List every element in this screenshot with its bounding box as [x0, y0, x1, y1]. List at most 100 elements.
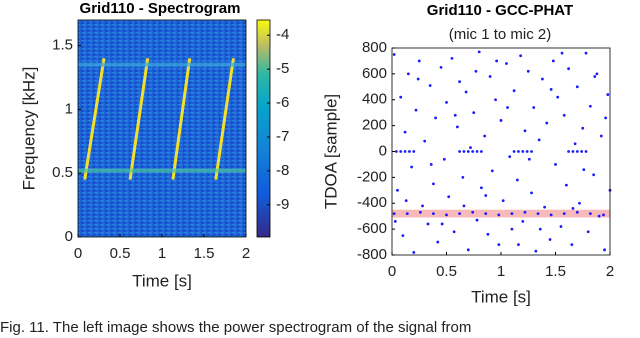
point	[512, 150, 516, 153]
ridge	[128, 58, 150, 180]
x-axis-label: Time [s]	[132, 271, 192, 290]
chart-title: Grid110 - Spectrogram	[80, 0, 241, 17]
point	[429, 163, 433, 166]
point	[562, 113, 566, 117]
y-tick-label: 800	[362, 39, 387, 56]
point	[571, 150, 575, 153]
x-tick-label: 1.5	[194, 245, 215, 262]
point	[549, 213, 553, 217]
point	[545, 121, 549, 125]
x-axis-label: Time [s]	[471, 287, 531, 306]
y-tick-label: -400	[357, 194, 387, 211]
point	[440, 222, 444, 226]
point	[412, 150, 416, 153]
point	[399, 95, 403, 99]
point	[403, 130, 407, 134]
point	[588, 212, 592, 216]
point	[523, 129, 527, 133]
point	[450, 56, 454, 60]
point	[421, 204, 424, 208]
colorbar-tick-label: -7	[276, 128, 289, 145]
point	[432, 212, 435, 216]
point	[567, 150, 570, 153]
point	[394, 150, 398, 153]
x-tick-label: 0.5	[110, 245, 131, 262]
point	[408, 150, 411, 153]
point	[602, 213, 605, 217]
point	[565, 183, 568, 187]
point	[510, 212, 514, 216]
point	[462, 150, 466, 153]
point	[406, 72, 410, 76]
point	[523, 210, 527, 214]
point	[571, 207, 575, 210]
point	[412, 251, 416, 254]
y-tick-label: 600	[362, 65, 387, 82]
colorbar	[256, 19, 271, 238]
point	[575, 85, 579, 89]
point	[404, 199, 408, 203]
point	[588, 104, 592, 108]
point	[548, 238, 552, 241]
point	[597, 214, 601, 218]
point	[508, 155, 512, 159]
point	[461, 175, 465, 179]
point	[606, 93, 610, 96]
point	[562, 212, 566, 216]
spectrogram-background	[78, 20, 246, 237]
point	[458, 150, 461, 153]
y-tick-label: 0.5	[52, 164, 73, 181]
point	[604, 116, 608, 120]
point	[573, 142, 577, 146]
point	[436, 240, 440, 244]
point	[417, 59, 421, 63]
point	[512, 89, 516, 93]
point	[592, 173, 596, 177]
y-tick-label: 1	[65, 100, 73, 117]
point	[434, 116, 437, 120]
x-tick-label: 1.5	[545, 263, 566, 280]
highlight-band	[392, 209, 610, 218]
point	[581, 126, 585, 130]
point	[499, 119, 503, 122]
point	[475, 150, 479, 153]
point	[479, 186, 483, 190]
point	[426, 222, 430, 226]
point	[517, 243, 520, 247]
y-tick-label: 0	[65, 228, 73, 245]
point	[445, 100, 448, 104]
point	[471, 210, 475, 214]
point	[432, 182, 435, 186]
point	[401, 234, 405, 237]
point	[560, 51, 564, 55]
x-tick-label: 2	[606, 263, 614, 280]
chart-title: Grid110 - GCC-PHAT	[427, 2, 573, 19]
point	[439, 66, 443, 69]
point	[469, 146, 472, 150]
point	[410, 165, 414, 169]
point	[416, 77, 420, 81]
point	[501, 199, 505, 203]
y-axis-label: TDOA [sample]	[321, 94, 340, 209]
point	[537, 138, 541, 142]
y-tick-label: 200	[362, 117, 387, 134]
point	[396, 188, 399, 192]
colorbar-tick-label: -5	[276, 60, 289, 77]
point	[392, 212, 396, 216]
point	[392, 53, 396, 56]
point	[464, 90, 468, 94]
point	[506, 106, 509, 109]
point	[414, 108, 418, 112]
point	[458, 80, 461, 84]
point	[494, 98, 497, 102]
point	[530, 150, 533, 153]
y-tick-label: 400	[362, 91, 387, 108]
point	[484, 212, 488, 216]
point	[575, 150, 579, 153]
point	[447, 195, 451, 199]
point	[486, 232, 490, 236]
point	[538, 227, 542, 231]
point	[477, 50, 481, 54]
point	[603, 248, 606, 252]
